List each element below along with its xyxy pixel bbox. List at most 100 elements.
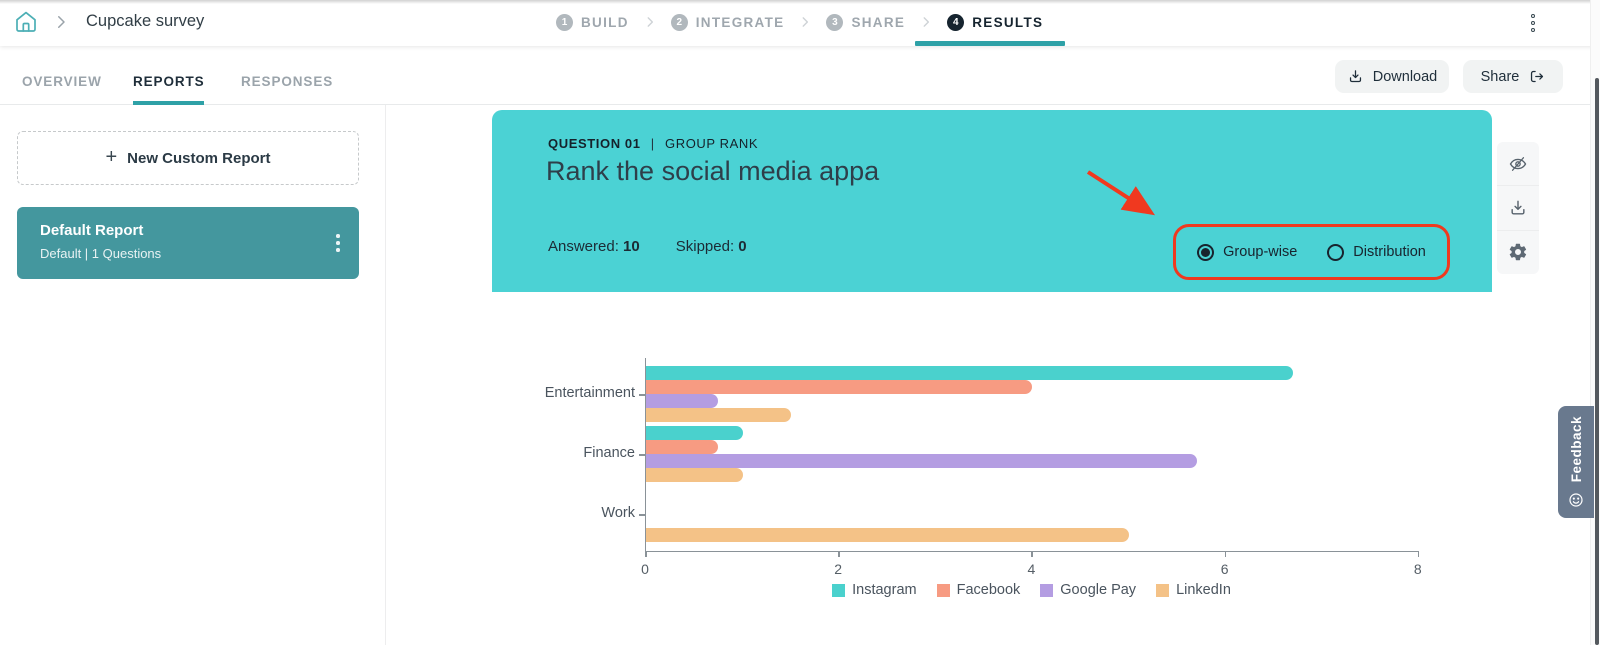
chart-tool-rail: [1497, 142, 1539, 274]
category-label-work: Work: [601, 505, 635, 521]
x-tick: [1417, 551, 1420, 557]
report-options-button[interactable]: [331, 231, 345, 255]
top-shadow: [0, 0, 1600, 4]
report-title: Default Report: [40, 222, 144, 239]
step-number-badge: 4: [947, 13, 965, 31]
radio-label: Distribution: [1353, 244, 1426, 260]
legend-item-google-pay[interactable]: Google Pay: [1040, 582, 1136, 598]
default-report-card[interactable]: Default Report Default | 1 Questions: [17, 207, 359, 279]
legend-item-linkedin[interactable]: LinkedIn: [1156, 582, 1231, 598]
legend-item-facebook[interactable]: Facebook: [936, 582, 1021, 598]
download-icon: [1511, 200, 1525, 215]
bar-google-pay-entertainment: [646, 394, 719, 408]
x-tick: [645, 551, 647, 557]
dot: [336, 248, 340, 252]
plus-icon: +: [105, 145, 118, 168]
x-tick-label: 8: [1413, 561, 1422, 577]
radio-icon: [1327, 243, 1345, 261]
question-title: Rank the social media appa: [546, 156, 880, 186]
x-tick-label: 4: [1027, 561, 1036, 577]
y-axis-line: [645, 358, 646, 551]
step-results[interactable]: 4 RESULTS: [947, 13, 1043, 31]
eye-off-icon: [1509, 156, 1527, 171]
answered-label: Answered:: [548, 238, 619, 255]
bar-linkedin-finance: [646, 468, 743, 482]
new-custom-report-button[interactable]: + New Custom Report: [17, 131, 359, 185]
x-tick-label: 0: [641, 561, 649, 577]
hide-question-button[interactable]: [1497, 142, 1539, 185]
answered-stat: Answered: 10: [548, 238, 640, 255]
step-build[interactable]: 1 BUILD: [556, 13, 629, 31]
report-subtitle: Default | 1 Questions: [40, 246, 162, 261]
chevron-right-icon: [923, 17, 930, 27]
x-tick-label: 2: [834, 561, 843, 577]
dot: [336, 241, 340, 245]
dot: [1531, 21, 1535, 25]
dot: [336, 234, 340, 238]
step-number-badge: 1: [556, 13, 573, 31]
x-tick: [838, 551, 840, 557]
step-share[interactable]: 3 SHARE: [826, 13, 905, 31]
x-tick: [1224, 551, 1227, 557]
divider: |: [650, 136, 655, 151]
x-tick-label: 6: [1220, 561, 1229, 577]
legend-label: Google Pay: [1060, 582, 1137, 598]
legend-swatch: [1040, 583, 1054, 597]
active-step-underline: [915, 41, 1065, 46]
tab-overview[interactable]: OVERVIEW: [22, 74, 102, 89]
question-stats: Answered: 10 Skipped: 0: [548, 238, 747, 255]
radio-group-wise[interactable]: Group-wise: [1197, 243, 1298, 261]
download-chart-button[interactable]: [1497, 185, 1539, 229]
vertical-scrollbar-thumb[interactable]: [1595, 78, 1599, 645]
bar-linkedin-work: [646, 528, 1129, 542]
legend-swatch: [936, 583, 950, 597]
share-button[interactable]: Share: [1463, 60, 1563, 93]
skipped-stat: Skipped: 0: [676, 238, 747, 255]
legend-swatch: [1156, 583, 1170, 597]
legend-label: Instagram: [852, 582, 917, 598]
question-header-card: QUESTION 01 | GROUP RANK Rank the social…: [492, 110, 1492, 292]
step-number-badge: 2: [670, 13, 688, 31]
chevron-right-icon: [58, 16, 65, 28]
legend-label: Facebook: [956, 582, 1021, 598]
question-number: QUESTION 01: [548, 136, 641, 151]
chart-legend: Instagram Facebook Google Pay LinkedIn: [645, 582, 1418, 598]
legend-label: LinkedIn: [1176, 582, 1231, 598]
smiley-icon: [1569, 493, 1583, 507]
chevron-right-icon: [803, 17, 809, 27]
feedback-tab[interactable]: Feedback: [1558, 406, 1594, 518]
share-exit-icon: [1531, 70, 1544, 83]
report-tab-bar: OVERVIEW REPORTS RESPONSES Download Shar…: [0, 46, 1600, 105]
radio-distribution[interactable]: Distribution: [1327, 243, 1426, 261]
top-navigation-bar: Cupcake survey 1 BUILD 2 INTEGRATE 3 SHA…: [0, 0, 1600, 46]
chart-settings-button[interactable]: [1497, 229, 1539, 274]
bar-facebook-entertainment: [646, 380, 1033, 394]
step-number-badge: 3: [826, 13, 844, 31]
home-button[interactable]: [13, 9, 39, 35]
category-label-entertainment: Entertainment: [544, 385, 635, 401]
radio-label: Group-wise: [1223, 244, 1298, 260]
x-tick: [1031, 551, 1033, 557]
y-tick: [639, 514, 645, 516]
download-button[interactable]: Download: [1335, 60, 1449, 93]
bar-linkedin-entertainment: [646, 408, 791, 422]
more-options-button[interactable]: [1524, 6, 1542, 40]
home-icon: [16, 11, 36, 32]
wizard-steps: 1 BUILD 2 INTEGRATE 3 SHARE 4 RESULTS: [556, 6, 1043, 38]
download-icon: [1349, 70, 1361, 83]
bar-google-pay-finance: [646, 454, 1197, 468]
y-tick: [639, 394, 645, 396]
question-meta: QUESTION 01 | GROUP RANK: [548, 136, 758, 151]
reports-sidebar: + New Custom Report Default Report Defau…: [0, 105, 386, 645]
vertical-scrollbar-track[interactable]: [1590, 0, 1600, 645]
skipped-value: 0: [738, 238, 747, 255]
tab-reports[interactable]: REPORTS: [133, 74, 205, 89]
new-custom-report-label: New Custom Report: [127, 149, 271, 167]
step-integrate[interactable]: 2 INTEGRATE: [670, 13, 785, 31]
tab-responses[interactable]: RESPONSES: [241, 74, 334, 89]
gear-icon: [1509, 244, 1527, 261]
question-type: GROUP RANK: [665, 136, 759, 151]
legend-item-instagram[interactable]: Instagram: [832, 582, 917, 598]
bar-facebook-finance: [646, 440, 719, 454]
